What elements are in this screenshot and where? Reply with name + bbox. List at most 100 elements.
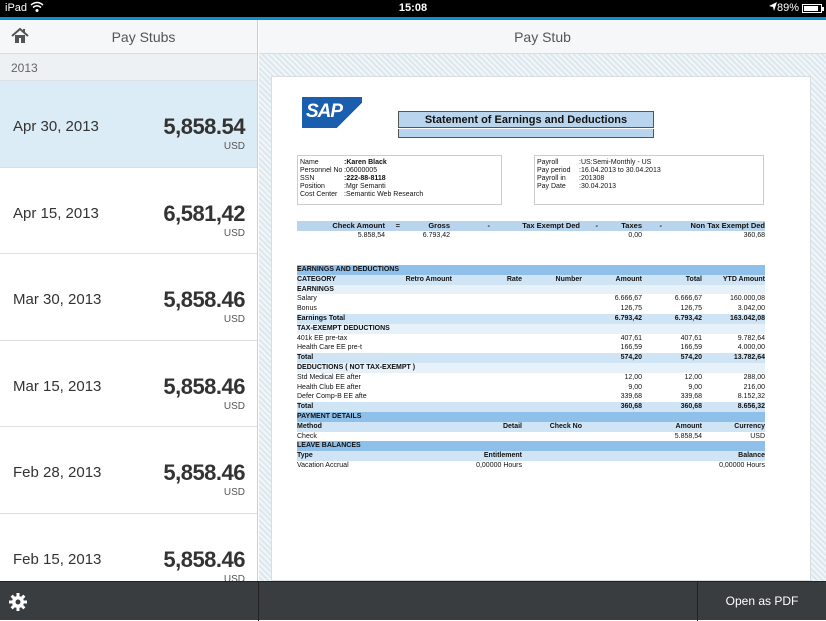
pay-stub-item[interactable]: Mar 15, 2013 5,858.46 USD — [0, 340, 257, 427]
table-cell — [522, 402, 582, 412]
pay-stub-item[interactable]: Apr 30, 2013 5,858.54 USD — [0, 81, 257, 168]
info-row: Cost Center:Semantic Web Research — [300, 191, 499, 199]
table-cell: 9.782,64 — [737, 334, 765, 342]
info-value: :Karen Black — [344, 159, 387, 166]
table-cell: 407,61 — [680, 334, 702, 342]
table-cell — [586, 285, 631, 295]
summary-header-cell: Gross — [428, 221, 450, 230]
table-row: EARNINGS AND DEDUCTIONS — [297, 265, 765, 275]
pay-stub-item[interactable]: Mar 30, 2013 5,858.46 USD — [0, 254, 257, 341]
table-cell — [586, 412, 631, 422]
table-cell — [522, 314, 582, 324]
table-cell — [676, 412, 721, 422]
home-icon[interactable] — [10, 27, 30, 45]
summary-value-cell: 6.793,42 — [422, 232, 450, 239]
table-row: DEDUCTIONS ( NOT TAX-EXEMPT ) — [297, 362, 765, 373]
table-cell — [392, 422, 452, 432]
table-cell — [392, 432, 452, 442]
table-cell: 12,00 — [624, 373, 642, 381]
info-key: Payroll in — [537, 175, 566, 182]
table-row: EARNINGS — [297, 284, 765, 295]
table-row: Bonus 126,75 126,75 3.042,00 — [297, 304, 765, 314]
summary-header-cell: = — [395, 221, 400, 230]
toolbar-divider — [258, 582, 259, 621]
table-cell: 288,00 — [743, 373, 765, 381]
info-value: :201308 — [579, 175, 605, 182]
pay-stubs-header: Pay Stubs — [0, 20, 257, 54]
table-cell — [542, 363, 587, 373]
summary-header-cell: Check Amount — [332, 221, 385, 230]
table-cell: 3.042,00 — [737, 305, 765, 313]
table-cell: Salary — [297, 295, 317, 303]
table-row: Health Club EE after 9,00 9,00 216,00 — [297, 383, 765, 393]
table-cell: 407,61 — [620, 334, 642, 342]
table-cell: 339,68 — [680, 393, 702, 401]
table-cell: Total — [297, 403, 314, 411]
table-cell: 216,00 — [743, 383, 765, 391]
table-cell — [392, 402, 452, 412]
pay-stub-date: Mar 15, 2013 — [13, 377, 102, 395]
table-cell — [452, 392, 522, 402]
summary-value-cell: 0,00 — [628, 232, 642, 239]
pay-stub-detail-pane: Pay Stub SAP Statement of Earnings and D… — [259, 20, 826, 581]
table-row: Vacation Accrual 0,00000 Hours 0,00000 Hou… — [297, 461, 765, 471]
table-cell: Std Medical EE after — [297, 373, 361, 381]
pay-stub-currency: USD — [223, 141, 245, 152]
table-cell — [392, 451, 452, 461]
table-cell: Balance — [738, 452, 765, 460]
table-row: Type Entitlement Balance — [297, 451, 765, 461]
table-cell — [497, 412, 542, 422]
info-row: Name:Karen Black — [300, 159, 499, 167]
table-cell: 9,00 — [688, 383, 702, 391]
pay-stubs-list-pane: Pay Stubs 2013 Apr 30, 2013 5,858.54 USD Ap… — [0, 20, 258, 600]
statement-title: Statement of Earnings and Deductions — [398, 111, 654, 128]
summary-value-cell — [642, 231, 662, 241]
table-cell — [452, 353, 522, 363]
table-cell — [392, 461, 452, 471]
settings-gear-icon[interactable] — [8, 592, 28, 612]
table-row: Std Medical EE after 12,00 12,00 288,00 — [297, 373, 765, 383]
table-row: Check 5.858,54 USD — [297, 432, 765, 442]
info-value: :30.04.2013 — [579, 183, 616, 190]
table-cell: 160.000,08 — [729, 295, 765, 303]
document-viewer[interactable]: SAP Statement of Earnings and Deductions… — [259, 54, 826, 581]
table-row: 401k EE pre-tax 407,61 407,61 9.782,64 — [297, 334, 765, 344]
table-cell — [522, 304, 582, 314]
table-cell: Defer Comp-B EE afte — [297, 393, 367, 401]
pay-stub-currency: USD — [223, 573, 245, 585]
table-cell: 8.152,32 — [737, 393, 765, 401]
info-row: Payroll in :201308 — [537, 175, 761, 183]
table-cell: Rate — [506, 275, 522, 283]
table-cell: 6.666,67 — [614, 295, 642, 303]
info-row: Personnel No:06000005 — [300, 167, 499, 175]
info-key: SSN — [300, 175, 315, 182]
table-cell — [522, 353, 582, 363]
info-row: Position:Mgr Semanti — [300, 183, 499, 191]
info-row: Payroll:US:Semi-Monthly - US — [537, 159, 761, 167]
pay-stub-item[interactable]: Feb 28, 2013 5,858.46 USD — [0, 427, 257, 514]
pay-stub-date: Apr 15, 2013 — [13, 204, 99, 222]
pay-stubs-title: Pay Stubs — [111, 29, 176, 45]
table-cell — [542, 285, 587, 295]
table-cell: 339,68 — [620, 393, 642, 401]
table-cell — [522, 294, 582, 304]
table-cell — [497, 285, 542, 295]
table-cell: 4.000,00 — [737, 344, 765, 352]
table-cell — [452, 314, 522, 324]
earnings-deductions-table: EARNINGS AND DEDUCTIONS CATEGORY Retro Amo… — [297, 265, 765, 471]
table-cell — [631, 412, 676, 422]
table-cell — [720, 412, 765, 422]
table-cell: CATEGORY — [297, 275, 336, 283]
summary-value-cell — [450, 231, 490, 241]
table-cell: USD — [750, 432, 765, 440]
table-cell: 0,00000 Hours — [476, 461, 522, 469]
summary-values-row: 5.858,54 6.793,42 0,00 360,68 — [297, 231, 765, 241]
carrier-label: iPad — [5, 2, 28, 14]
table-cell: Total — [297, 354, 314, 362]
table-cell: 166,59 — [620, 344, 642, 352]
pay-stub-item[interactable]: Apr 15, 2013 6,581,42 USD — [0, 167, 257, 254]
open-as-pdf-button[interactable]: Open as PDF — [725, 594, 799, 608]
table-cell — [631, 285, 676, 295]
clock: 15:08 — [398, 2, 428, 14]
table-cell — [582, 422, 642, 432]
